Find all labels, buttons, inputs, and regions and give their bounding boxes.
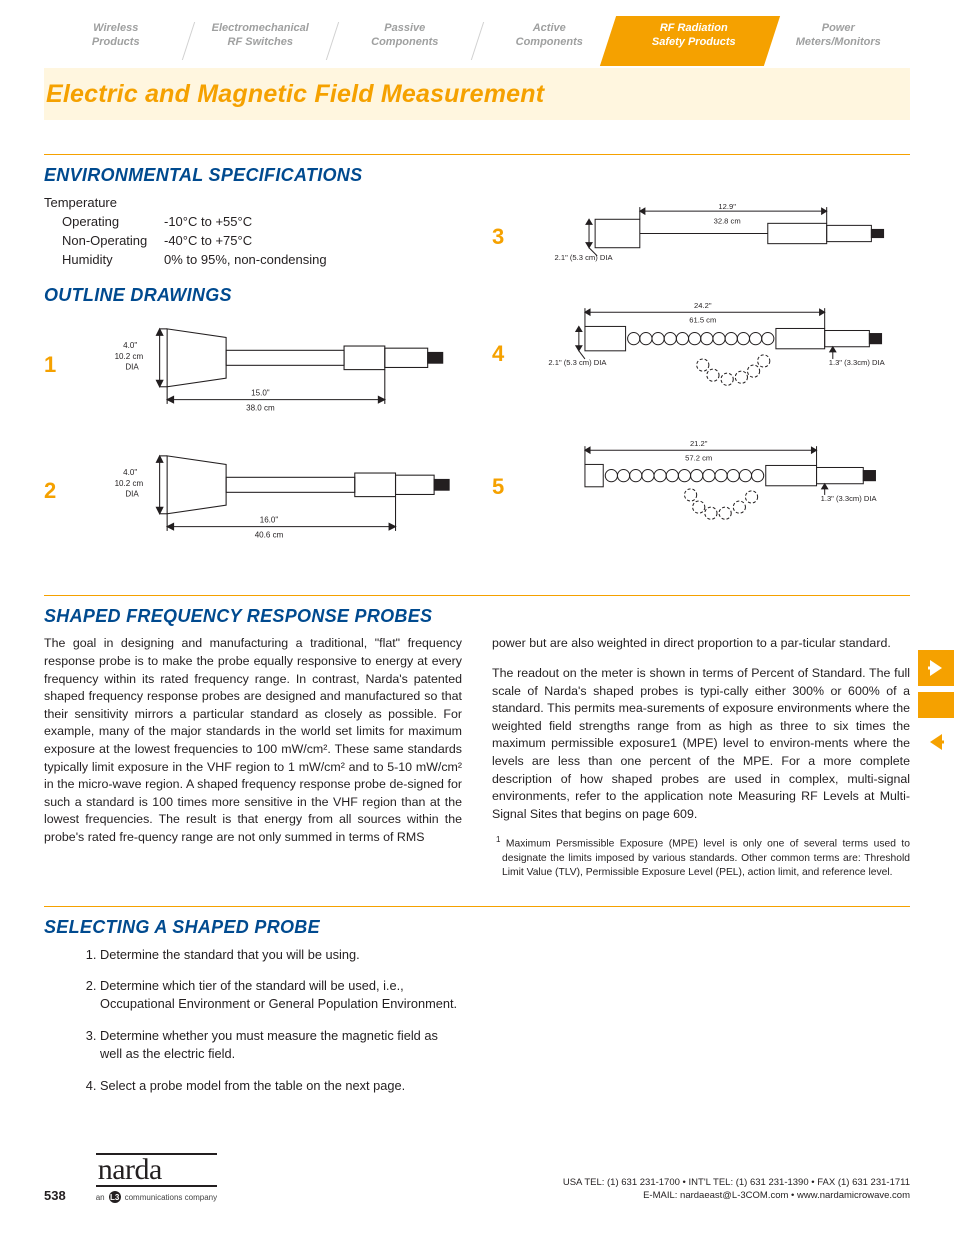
nav-wireless[interactable]: WirelessProducts [44, 22, 188, 60]
narda-logo: narda [96, 1153, 217, 1187]
top-nav: WirelessProducts ElectromechanicalRF Swi… [44, 0, 910, 60]
footnote: 1 Maximum Persmissible Exposure (MPE) le… [492, 835, 910, 879]
svg-text:12.9": 12.9" [718, 202, 736, 211]
svg-text:38.0 cm: 38.0 cm [246, 404, 275, 413]
nav-spacer [918, 692, 954, 718]
shaped-body: The goal in designing and manufacturing … [44, 635, 910, 879]
next-page-button[interactable] [918, 650, 954, 686]
nav-active[interactable]: ActiveComponents [478, 22, 622, 60]
svg-text:10.2 cm: 10.2 cm [115, 479, 144, 488]
outline-heading: OUTLINE DRAWINGS [44, 285, 462, 306]
page-footer: 538 narda an L3 communications company U… [44, 1153, 910, 1203]
svg-text:DIA: DIA [125, 489, 139, 498]
svg-text:4.0": 4.0" [123, 342, 137, 351]
env-specs: Temperature Operating-10°C to +55°C Non-… [44, 194, 462, 269]
svg-text:61.5 cm: 61.5 cm [689, 315, 716, 324]
svg-text:10.2 cm: 10.2 cm [115, 352, 144, 361]
outline-drawing-1: 1 [44, 316, 462, 413]
env-temp-label: Temperature [44, 194, 462, 213]
svg-text:2.1" (5.3 cm) DIA: 2.1" (5.3 cm) DIA [555, 253, 614, 262]
page-banner: Electric and Magnetic Field Measurement [44, 68, 910, 120]
prev-page-button[interactable] [918, 724, 954, 760]
nav-rf-radiation[interactable]: RF RadiationSafety Products [622, 22, 766, 60]
outline-drawing-3: 3 2.1" (5.3 cm) [492, 201, 910, 272]
svg-text:15.0": 15.0" [251, 389, 270, 398]
page-number: 538 [44, 1188, 66, 1203]
svg-text:24.2": 24.2" [694, 301, 712, 310]
divider [44, 906, 910, 907]
svg-text:16.0": 16.0" [260, 515, 279, 524]
page-nav-arrows [918, 650, 954, 760]
svg-text:1.3" (3.3cm) DIA: 1.3" (3.3cm) DIA [829, 358, 886, 367]
selecting-list: Determine the standard that you will be … [44, 946, 910, 1095]
logo-subtitle: an L3 communications company [96, 1191, 217, 1203]
divider [44, 595, 910, 596]
outline-drawing-2: 2 4.0" [44, 443, 462, 540]
nav-passive[interactable]: PassiveComponents [333, 22, 477, 60]
contact-info: USA TEL: (1) 631 231-1700 • INT'L TEL: (… [563, 1177, 910, 1203]
selecting-heading: SELECTING A SHAPED PROBE [44, 917, 910, 938]
page-title: Electric and Magnetic Field Measurement [46, 80, 544, 109]
outline-drawing-4: 4 [492, 298, 910, 410]
svg-text:32.8 cm: 32.8 cm [714, 216, 741, 225]
svg-text:4.0": 4.0" [123, 468, 137, 477]
svg-text:DIA: DIA [125, 363, 139, 372]
nav-power[interactable]: PowerMeters/Monitors [767, 22, 911, 60]
svg-text:1.3" (3.3cm) DIA: 1.3" (3.3cm) DIA [821, 494, 878, 503]
svg-text:40.6 cm: 40.6 cm [255, 530, 284, 539]
env-heading: ENVIRONMENTAL SPECIFICATIONS [44, 165, 462, 186]
nav-rf-switches[interactable]: ElectromechanicalRF Switches [189, 22, 333, 60]
outline-drawing-5: 5 [492, 436, 910, 538]
svg-text:57.2 cm: 57.2 cm [685, 453, 712, 462]
shaped-heading: SHAPED FREQUENCY RESPONSE PROBES [44, 606, 910, 627]
svg-text:2.1" (5.3 cm) DIA: 2.1" (5.3 cm) DIA [548, 358, 607, 367]
svg-text:21.2": 21.2" [690, 439, 708, 448]
divider [44, 154, 910, 155]
